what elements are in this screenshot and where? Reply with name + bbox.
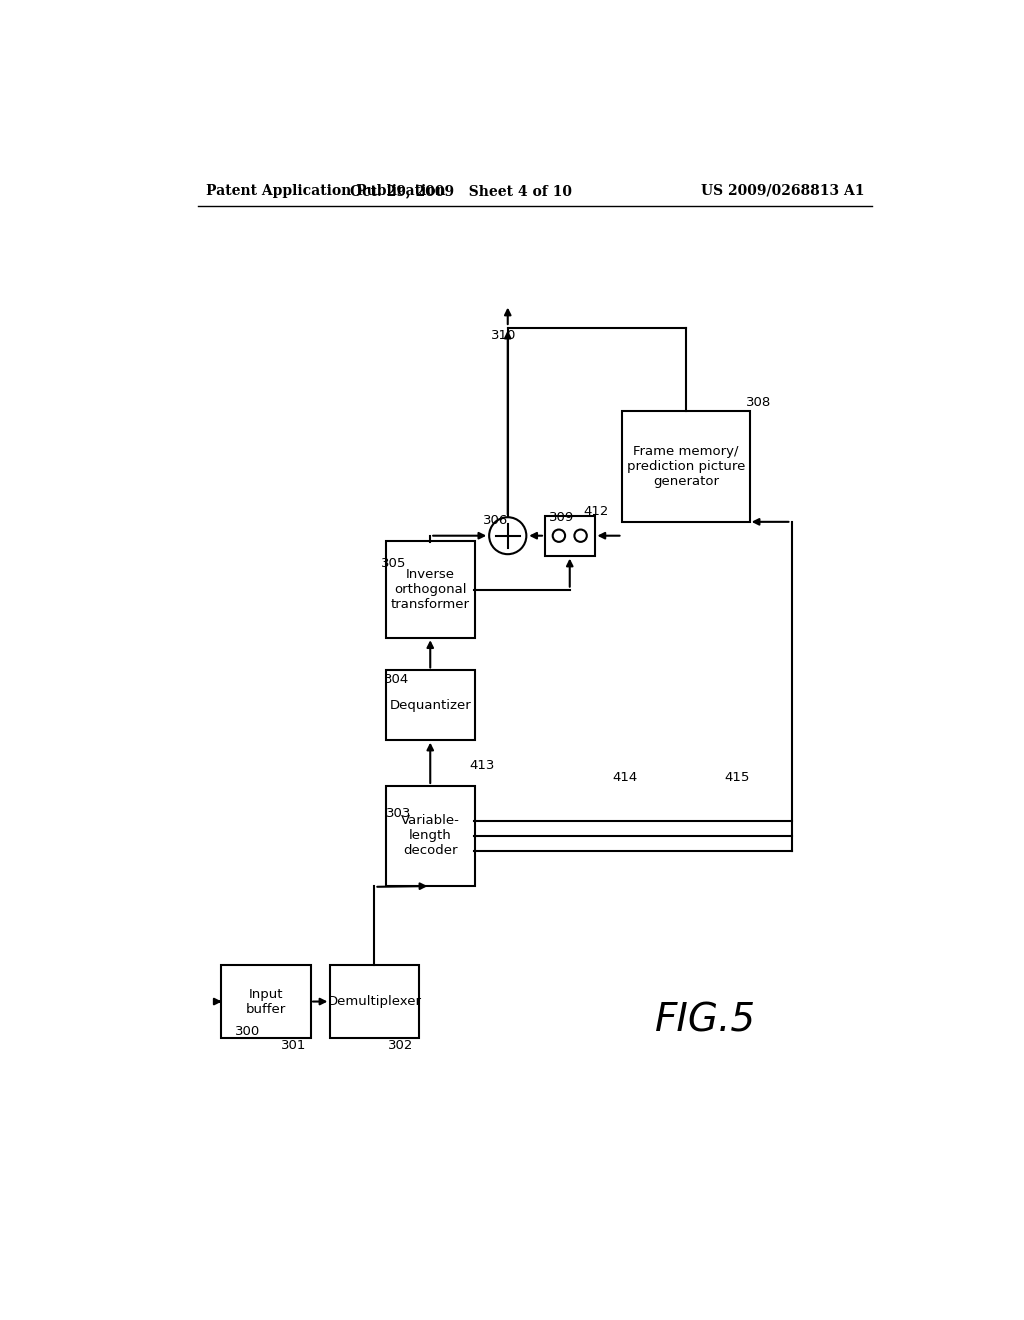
Text: Oct. 29, 2009   Sheet 4 of 10: Oct. 29, 2009 Sheet 4 of 10 xyxy=(350,183,572,198)
Text: 304: 304 xyxy=(384,673,409,686)
Text: 414: 414 xyxy=(612,771,638,784)
Text: 303: 303 xyxy=(386,807,412,820)
Text: 306: 306 xyxy=(483,515,508,527)
Text: US 2009/0268813 A1: US 2009/0268813 A1 xyxy=(700,183,864,198)
Text: Inverse
orthogonal
transformer: Inverse orthogonal transformer xyxy=(391,568,470,611)
Text: 302: 302 xyxy=(388,1039,413,1052)
Text: FIG.5: FIG.5 xyxy=(655,1002,756,1040)
Text: 300: 300 xyxy=(234,1024,260,1038)
Text: 310: 310 xyxy=(490,330,516,342)
Text: Demultiplexer: Demultiplexer xyxy=(328,995,422,1008)
Text: Patent Application Publication: Patent Application Publication xyxy=(206,183,445,198)
Bar xyxy=(545,516,595,556)
Text: Dequantizer: Dequantizer xyxy=(389,698,471,711)
Bar xyxy=(330,965,419,1038)
Text: 308: 308 xyxy=(745,396,771,409)
Text: 413: 413 xyxy=(469,759,495,772)
Text: 415: 415 xyxy=(725,771,751,784)
Text: Variable-
length
decoder: Variable- length decoder xyxy=(400,814,460,858)
Text: Input
buffer: Input buffer xyxy=(246,987,286,1015)
Text: 305: 305 xyxy=(381,557,407,570)
Text: 309: 309 xyxy=(549,511,574,524)
Text: Frame memory/
prediction picture
generator: Frame memory/ prediction picture generat… xyxy=(627,445,745,488)
Bar xyxy=(386,671,475,739)
Bar xyxy=(386,541,475,638)
Bar xyxy=(622,411,750,523)
Text: 301: 301 xyxy=(281,1039,306,1052)
Text: 412: 412 xyxy=(584,506,609,517)
Bar xyxy=(221,965,310,1038)
Bar xyxy=(386,785,475,886)
